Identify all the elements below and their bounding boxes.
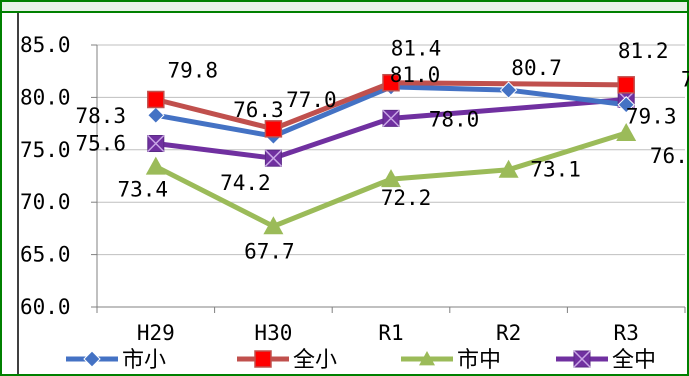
data-point-triangle (498, 159, 519, 178)
data-point-x-mark (264, 149, 282, 167)
data-point-x-mark (147, 134, 165, 153)
data-label: 80.7 (511, 56, 562, 80)
data-label: 67.7 (244, 239, 295, 263)
data-label: 75.6 (76, 132, 127, 156)
top-band (2, 2, 687, 12)
x-tick-label: R2 (496, 321, 521, 345)
data-label: 81.2 (618, 39, 669, 63)
data-label: 81.0 (390, 63, 441, 87)
y-tick-label: 70.0 (20, 190, 71, 214)
y-tick-label: 80.0 (20, 85, 71, 109)
x-tick-label: H29 (137, 321, 175, 345)
data-point-x-mark (382, 109, 400, 127)
y-tick-label: 60.0 (20, 295, 71, 319)
data-label: 81.4 (391, 37, 442, 61)
data-point-triangle (419, 351, 435, 366)
data-label: 74.2 (220, 171, 271, 195)
data-point-square (382, 73, 400, 92)
data-label: 79.8 (681, 67, 689, 91)
data-point-square (147, 90, 165, 109)
data-label: 73.4 (118, 178, 169, 202)
data-label: 76.6 (650, 144, 689, 168)
data-point-triangle (263, 216, 284, 235)
x-tick-label: R3 (614, 321, 639, 345)
y-tick-label: 75.0 (20, 138, 71, 162)
data-label: 73.1 (530, 158, 581, 182)
y-tick-label: 65.0 (20, 243, 71, 267)
legend-label: 全中 (612, 348, 656, 373)
data-point-triangle (145, 156, 166, 175)
data-point-triangle (616, 123, 637, 142)
x-tick-label: R1 (378, 321, 403, 345)
data-point-x-mark (573, 350, 591, 368)
data-point-diamond (617, 96, 635, 114)
y-tick-label: 85.0 (20, 33, 71, 57)
x-tick-label: H30 (254, 321, 292, 345)
data-point-triangle (381, 169, 401, 188)
series-line (153, 96, 629, 161)
legend-label: 市中 (457, 348, 501, 373)
data-point-diamond (83, 350, 101, 368)
data-label: 78.3 (76, 104, 127, 128)
data-point-diamond (147, 106, 165, 124)
data-point-square (264, 120, 283, 138)
data-label: 72.2 (381, 186, 432, 210)
legend-label: 全小 (293, 348, 337, 373)
data-label: 78.0 (429, 107, 480, 131)
data-label: 79.3 (626, 105, 677, 129)
data-label: 79.8 (168, 58, 219, 82)
data-label: 77.0 (286, 88, 337, 112)
data-point-square (617, 76, 635, 94)
data-point-diamond (499, 81, 518, 99)
data-label: 76.3 (233, 98, 284, 122)
legend-label: 市小 (122, 348, 166, 373)
data-point-square (254, 350, 272, 368)
